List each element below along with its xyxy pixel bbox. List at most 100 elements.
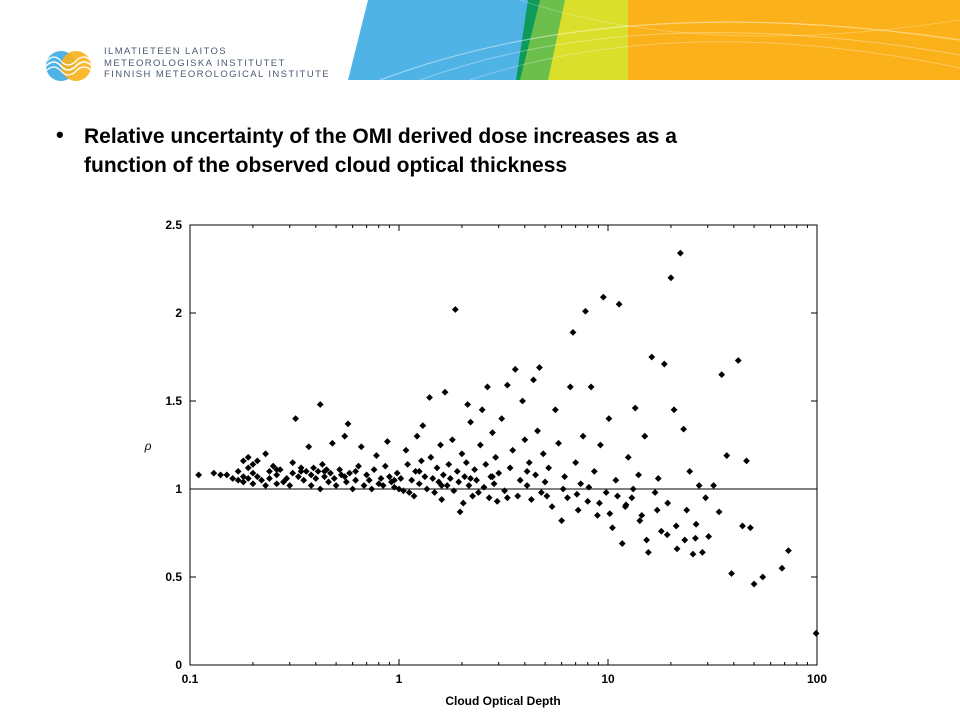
data-point [680,425,688,433]
data-point [482,460,490,468]
data-point [473,476,480,484]
data-point [778,564,786,572]
data-point [459,499,467,507]
data-point [461,473,468,481]
banner-arc-1 [379,21,960,80]
data-point [672,522,680,530]
banner-arc-4 [519,0,960,37]
data-point [569,328,577,336]
data-point [352,468,360,475]
y-tick-label: 0.5 [165,570,182,584]
data-point [728,570,735,577]
data-point [710,482,717,489]
data-point [734,357,742,364]
data-point [421,473,429,481]
data-point [506,464,514,472]
data-point [294,473,302,481]
data-point [618,540,626,547]
data-point [373,452,380,459]
data-point [393,469,401,477]
data-point [750,580,758,588]
data-point [527,496,535,503]
data-point [249,460,257,468]
data-point [681,536,689,544]
data-point [429,475,437,482]
data-point [590,468,598,475]
data-point [286,482,294,489]
data-point [559,485,567,493]
data-point [328,439,336,447]
data-point [606,510,614,518]
y-tick-label: 1 [175,482,182,496]
data-point [465,482,473,489]
data-point [451,306,459,313]
data-point [660,360,668,368]
data-point [297,468,305,475]
data-point [676,249,684,257]
data-point [390,483,398,491]
data-point [615,300,623,308]
banner-graphic [348,0,960,80]
data-point [566,383,574,391]
data-point [599,293,607,301]
bullet-text-line2: function of the observed cloud optical t… [84,154,568,177]
data-point [244,453,252,461]
data-point [523,468,531,475]
org-name-swedish: METEOROLOGISKA INSTITUTET [104,57,286,69]
data-point [624,453,632,461]
data-point [582,307,589,315]
data-point [210,469,218,477]
data-point [503,494,511,502]
data-point [273,480,281,488]
y-tick-label: 0 [175,658,182,672]
data-point [195,471,203,479]
fmi-logo-icon [45,51,93,81]
data-point [514,492,522,500]
x-tick-label: 10 [601,672,615,686]
data-point [471,466,479,474]
data-point [346,469,353,477]
data-point [644,548,652,556]
data-point [458,450,466,458]
data-points [195,249,820,637]
data-point [605,415,613,422]
y-tick-label: 2.5 [165,218,182,232]
data-point [262,450,270,458]
data-point [530,376,537,384]
data-point [312,475,320,482]
data-point [404,460,412,468]
data-point [670,406,678,414]
data-point [439,471,447,479]
data-point [492,453,500,461]
data-point [614,492,621,500]
y-tick-label: 2 [175,306,182,320]
data-point [503,381,511,389]
data-point [289,459,297,466]
data-point [341,473,349,481]
data-point [516,476,524,484]
data-point [551,406,559,414]
data-point [379,482,387,489]
data-point [596,499,603,507]
banner-band-orange [628,0,960,80]
data-point [253,473,261,481]
data-point [602,489,610,496]
data-point [239,457,247,465]
data-point [395,485,403,493]
data-point [292,415,299,422]
data-point [448,436,456,444]
data-point [419,422,427,430]
data-point [318,460,326,468]
data-point [489,429,496,437]
data-point [573,490,581,498]
data-point [415,480,423,488]
data-point [743,457,750,465]
data-point [597,441,604,449]
data-point [739,522,746,530]
data-point [418,457,425,465]
data-point [715,508,723,516]
data-point [689,550,697,558]
data-point [532,471,539,479]
data-point [305,443,313,451]
data-point [262,482,270,489]
